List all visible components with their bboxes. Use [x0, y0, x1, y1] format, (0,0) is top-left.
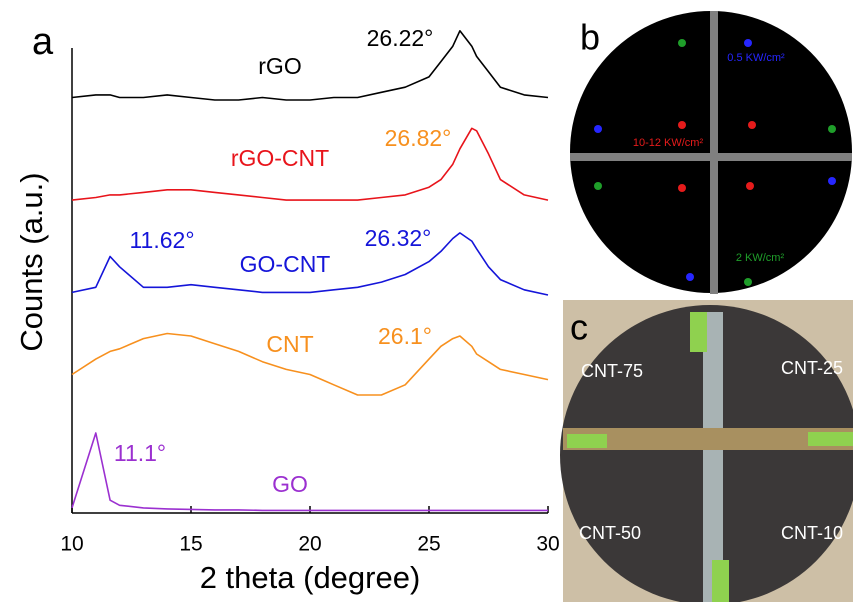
- divider: [570, 153, 852, 161]
- x-tick-label: 15: [179, 533, 202, 556]
- curve: [71, 30, 549, 101]
- x-tick-label: 25: [417, 533, 440, 556]
- tape: [808, 432, 853, 446]
- tape: [690, 312, 707, 352]
- series-label: GO: [272, 471, 308, 497]
- peak-annotation: 26.82°: [385, 125, 452, 151]
- gap: [703, 312, 723, 602]
- curve: [71, 432, 548, 512]
- spot: [828, 125, 836, 133]
- power-label: 10-12 KW/cm²: [633, 137, 704, 149]
- curve: [71, 127, 549, 201]
- panel-label: a: [32, 21, 54, 63]
- divider: [710, 11, 718, 294]
- peak-annotation: 26.22°: [367, 25, 434, 51]
- tape: [567, 434, 607, 448]
- spot: [748, 121, 756, 129]
- series-label: rGO-CNT: [231, 145, 329, 171]
- series-label: CNT: [266, 331, 313, 357]
- peak-annotation: 26.1°: [378, 323, 432, 349]
- peak-annotation: 11.1°: [114, 440, 166, 466]
- panel-label: b: [580, 17, 600, 58]
- sample-label: CNT-75: [581, 361, 643, 381]
- series-label: rGO: [258, 53, 301, 79]
- curve: [71, 232, 549, 296]
- sample-label: CNT-50: [579, 523, 641, 543]
- spot: [828, 177, 836, 185]
- tape: [712, 560, 729, 602]
- sample-label: CNT-25: [781, 358, 843, 378]
- power-label: 2 KW/cm²: [736, 252, 785, 264]
- spot: [744, 39, 752, 47]
- peak-annotation: 11.62°: [129, 227, 194, 253]
- gap: [563, 428, 853, 450]
- spot: [678, 39, 686, 47]
- spot: [678, 121, 686, 129]
- spot: [678, 184, 686, 192]
- x-tick-label: 20: [298, 533, 321, 556]
- curve: [71, 332, 549, 396]
- x-tick-label: 30: [536, 533, 559, 556]
- sample-label: CNT-10: [781, 523, 843, 543]
- spot: [594, 182, 602, 190]
- panel-b: 0.5 KW/cm² 10-12 KW/cm² 2 KW/cm² b: [570, 11, 852, 294]
- spot: [594, 125, 602, 133]
- panel-label: c: [570, 307, 588, 348]
- x-tick-label: 10: [60, 533, 83, 556]
- series-label: GO-CNT: [240, 251, 331, 277]
- x-axis-label: 2 theta (degree): [200, 560, 421, 595]
- panel-c: CNT-75 CNT-25 CNT-50 CNT-10 c: [560, 300, 853, 602]
- power-label: 0.5 KW/cm²: [727, 52, 785, 64]
- spot: [746, 182, 754, 190]
- peak-annotation: 26.32°: [365, 225, 432, 251]
- y-axis-label: Counts (a.u.): [14, 172, 49, 351]
- spot: [686, 273, 694, 281]
- spot: [744, 278, 752, 286]
